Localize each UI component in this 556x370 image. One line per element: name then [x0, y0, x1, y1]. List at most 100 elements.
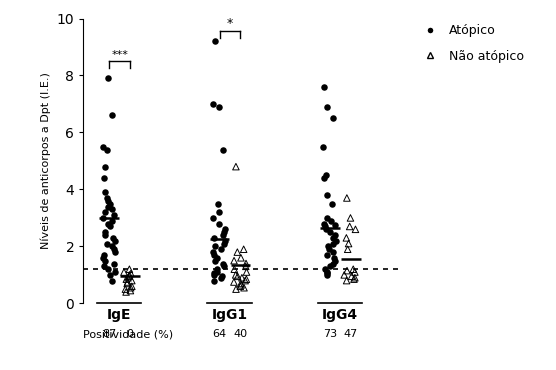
- Point: [127, 278, 136, 283]
- Point: [100, 175, 108, 181]
- Point: [220, 229, 229, 235]
- Point: [107, 206, 116, 212]
- Point: [325, 229, 334, 235]
- Point: [123, 280, 132, 286]
- Y-axis label: Níveis de anticorpos a Dpt (I.E.): Níveis de anticorpos a Dpt (I.E.): [41, 73, 51, 249]
- Point: [320, 223, 329, 229]
- Point: [346, 215, 355, 221]
- Point: [324, 243, 332, 249]
- Point: [321, 226, 330, 232]
- Point: [125, 266, 134, 272]
- Point: [110, 249, 119, 255]
- Point: [330, 232, 339, 238]
- Point: [239, 246, 248, 252]
- Point: [122, 276, 131, 282]
- Point: [322, 270, 331, 276]
- Text: ***: ***: [111, 50, 128, 60]
- Point: [327, 201, 336, 206]
- Point: [214, 201, 223, 206]
- Point: [236, 283, 245, 289]
- Point: [106, 223, 115, 229]
- Point: [219, 260, 227, 266]
- Point: [100, 229, 109, 235]
- Point: [208, 249, 217, 255]
- Point: [319, 144, 328, 149]
- Point: [241, 263, 250, 269]
- Point: [220, 238, 229, 244]
- Point: [101, 189, 110, 195]
- Point: [120, 269, 128, 275]
- Point: [103, 198, 112, 204]
- Text: 40: 40: [234, 329, 247, 339]
- Point: [108, 112, 117, 118]
- Point: [350, 269, 359, 275]
- Point: [101, 258, 110, 263]
- Point: [321, 266, 330, 272]
- Point: [107, 243, 116, 249]
- Point: [211, 243, 220, 249]
- Point: [326, 218, 335, 224]
- Point: [242, 276, 251, 282]
- Legend: Atópico, Não atópico: Atópico, Não atópico: [413, 19, 529, 68]
- Point: [211, 38, 220, 44]
- Point: [329, 260, 337, 266]
- Point: [111, 238, 120, 244]
- Point: [321, 172, 330, 178]
- Point: [329, 240, 337, 246]
- Point: [323, 272, 332, 278]
- Point: [218, 232, 227, 238]
- Point: [104, 204, 113, 209]
- Point: [107, 278, 116, 283]
- Point: [126, 270, 135, 276]
- Text: 0: 0: [127, 329, 134, 339]
- Point: [216, 275, 225, 281]
- Text: Positividade (%): Positividade (%): [83, 329, 173, 339]
- Point: [215, 221, 224, 226]
- Point: [122, 289, 131, 295]
- Point: [230, 258, 239, 263]
- Point: [219, 263, 228, 269]
- Point: [220, 240, 229, 246]
- Point: [236, 255, 245, 261]
- Point: [209, 278, 218, 283]
- Point: [342, 268, 351, 273]
- Point: [347, 273, 356, 279]
- Point: [110, 260, 119, 266]
- Text: 73: 73: [322, 329, 337, 339]
- Point: [109, 235, 118, 241]
- Text: 47: 47: [344, 329, 358, 339]
- Point: [210, 235, 219, 241]
- Point: [343, 246, 352, 252]
- Point: [110, 246, 119, 252]
- Point: [241, 278, 250, 283]
- Point: [126, 287, 135, 293]
- Point: [342, 278, 351, 283]
- Point: [237, 275, 246, 281]
- Point: [102, 240, 111, 246]
- Point: [328, 115, 337, 121]
- Point: [208, 101, 217, 107]
- Point: [230, 279, 239, 285]
- Point: [330, 255, 339, 261]
- Point: [123, 279, 132, 285]
- Point: [233, 273, 242, 279]
- Point: [344, 240, 353, 246]
- Point: [212, 255, 221, 261]
- Point: [342, 195, 351, 201]
- Point: [105, 272, 114, 278]
- Point: [121, 286, 130, 292]
- Point: [331, 258, 340, 263]
- Point: [217, 246, 226, 252]
- Point: [230, 266, 239, 272]
- Point: [240, 285, 249, 291]
- Point: [125, 272, 134, 278]
- Text: 87: 87: [102, 329, 116, 339]
- Point: [102, 147, 111, 152]
- Point: [241, 260, 250, 266]
- Point: [242, 269, 251, 275]
- Point: [322, 104, 331, 110]
- Point: [331, 238, 340, 244]
- Point: [100, 164, 109, 169]
- Point: [101, 209, 110, 215]
- Point: [211, 258, 220, 263]
